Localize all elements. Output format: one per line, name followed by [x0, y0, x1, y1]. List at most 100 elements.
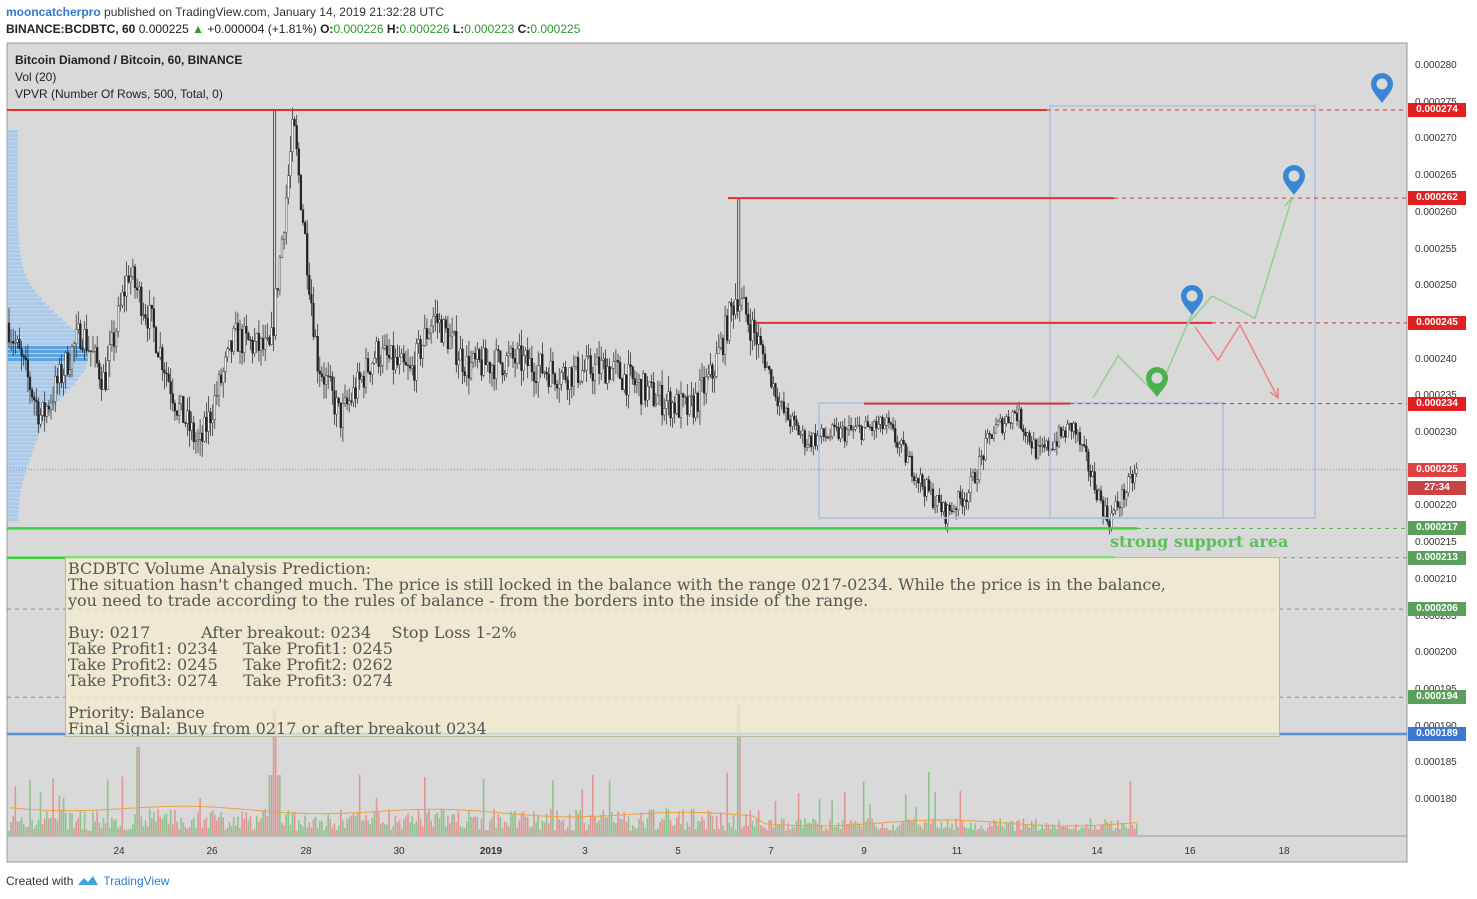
- volume-bar: [982, 828, 985, 835]
- volume-bar: [818, 799, 821, 835]
- volume-bar: [1135, 823, 1138, 835]
- candle-body: [203, 416, 206, 442]
- volume-bar: [25, 827, 27, 835]
- candle-body: [877, 423, 880, 429]
- tradingview-link[interactable]: TradingView: [103, 874, 170, 888]
- volume-bar: [785, 830, 787, 835]
- candle-body: [1032, 439, 1035, 449]
- volume-bar: [711, 816, 714, 835]
- candle-body: [37, 401, 40, 425]
- volume-bar: [237, 816, 239, 835]
- volume-bar: [625, 821, 628, 835]
- candle-body: [56, 375, 59, 384]
- volume-bar: [1083, 827, 1085, 835]
- vpvr-row: [8, 174, 19, 178]
- candle-body: [829, 436, 832, 439]
- volume-bar: [274, 710, 277, 835]
- candle-body: [301, 209, 305, 223]
- volume-bar: [539, 830, 542, 835]
- author-link[interactable]: mooncatcherpro: [6, 5, 101, 19]
- candle-body: [322, 376, 326, 385]
- candle-body: [791, 415, 794, 427]
- volume-bar: [96, 811, 98, 835]
- candle-body: [724, 315, 727, 355]
- volume-bar: [602, 809, 605, 835]
- candle-body: [1080, 444, 1084, 446]
- volume-bar: [573, 830, 575, 835]
- plot-background: [6, 42, 1408, 863]
- volume-bar: [537, 814, 539, 835]
- candle-body: [402, 353, 405, 363]
- candle-body: [64, 352, 67, 376]
- volume-bar: [499, 817, 502, 835]
- candle-body: [831, 424, 834, 437]
- volume-bar: [556, 810, 558, 835]
- volume-bar: [46, 811, 48, 835]
- volume-bar: [104, 823, 107, 835]
- volume-bar: [29, 779, 31, 835]
- volume-bar: [195, 828, 197, 835]
- candle-body: [934, 505, 937, 508]
- volume-bar: [50, 817, 52, 835]
- vpvr-row: [8, 446, 35, 450]
- candle-body: [425, 328, 428, 340]
- volume-bar: [928, 771, 930, 835]
- low-value: 0.000223: [464, 22, 515, 36]
- volume-bar: [417, 810, 420, 835]
- candle-body: [33, 396, 36, 401]
- vpvr-row: [8, 186, 19, 190]
- candle-body: [209, 411, 212, 424]
- candle-body: [675, 394, 678, 414]
- y-tick-label: 0.000200: [1415, 647, 1457, 659]
- candle-body: [931, 488, 935, 508]
- volume-bar: [470, 816, 472, 835]
- candle-body: [1001, 418, 1004, 434]
- volume-bar: [1106, 821, 1109, 835]
- candle-body: [16, 339, 19, 343]
- candle-body: [280, 238, 284, 258]
- candle-body: [327, 375, 330, 377]
- vpvr-row: [8, 466, 28, 470]
- volume-bar: [510, 811, 512, 835]
- volume-bar: [487, 830, 489, 835]
- volume-bar: [214, 815, 216, 835]
- volume-bar: [505, 822, 508, 835]
- candle-body: [885, 417, 888, 426]
- volume-bar: [1075, 824, 1077, 835]
- volume-bar: [615, 823, 617, 835]
- volume-bar: [936, 827, 938, 835]
- volume-bar: [249, 816, 252, 835]
- volume-bar: [392, 825, 395, 835]
- candle-body: [375, 341, 378, 359]
- volume-bar: [304, 815, 306, 835]
- candle-body: [889, 422, 893, 425]
- volume-bar: [289, 824, 292, 835]
- candle-body: [1066, 423, 1069, 438]
- candle-body: [1097, 490, 1100, 501]
- candle-body: [980, 455, 983, 457]
- candle-body: [747, 314, 750, 325]
- candle-body: [469, 362, 473, 379]
- volume-bar: [571, 830, 573, 835]
- vpvr-row: [8, 450, 33, 454]
- volume-bar: [193, 817, 195, 835]
- volume-bar: [1123, 824, 1125, 835]
- volume-bar: [293, 811, 296, 835]
- volume-bar: [314, 816, 317, 835]
- candle-body: [343, 397, 347, 404]
- volume-bar: [730, 826, 733, 835]
- candle-body: [568, 367, 571, 390]
- candle-body: [142, 314, 145, 316]
- volume-bar: [230, 825, 233, 835]
- vpvr-row: [8, 378, 78, 382]
- volume-bar: [514, 811, 516, 835]
- candle-body: [961, 498, 964, 507]
- vpvr-row: [8, 390, 68, 394]
- volume-bar: [699, 821, 701, 835]
- candle-body: [406, 364, 410, 367]
- volume-bar: [1079, 828, 1081, 835]
- volume-bar: [256, 816, 258, 835]
- volume-bar: [560, 821, 563, 835]
- candle-body: [270, 327, 273, 345]
